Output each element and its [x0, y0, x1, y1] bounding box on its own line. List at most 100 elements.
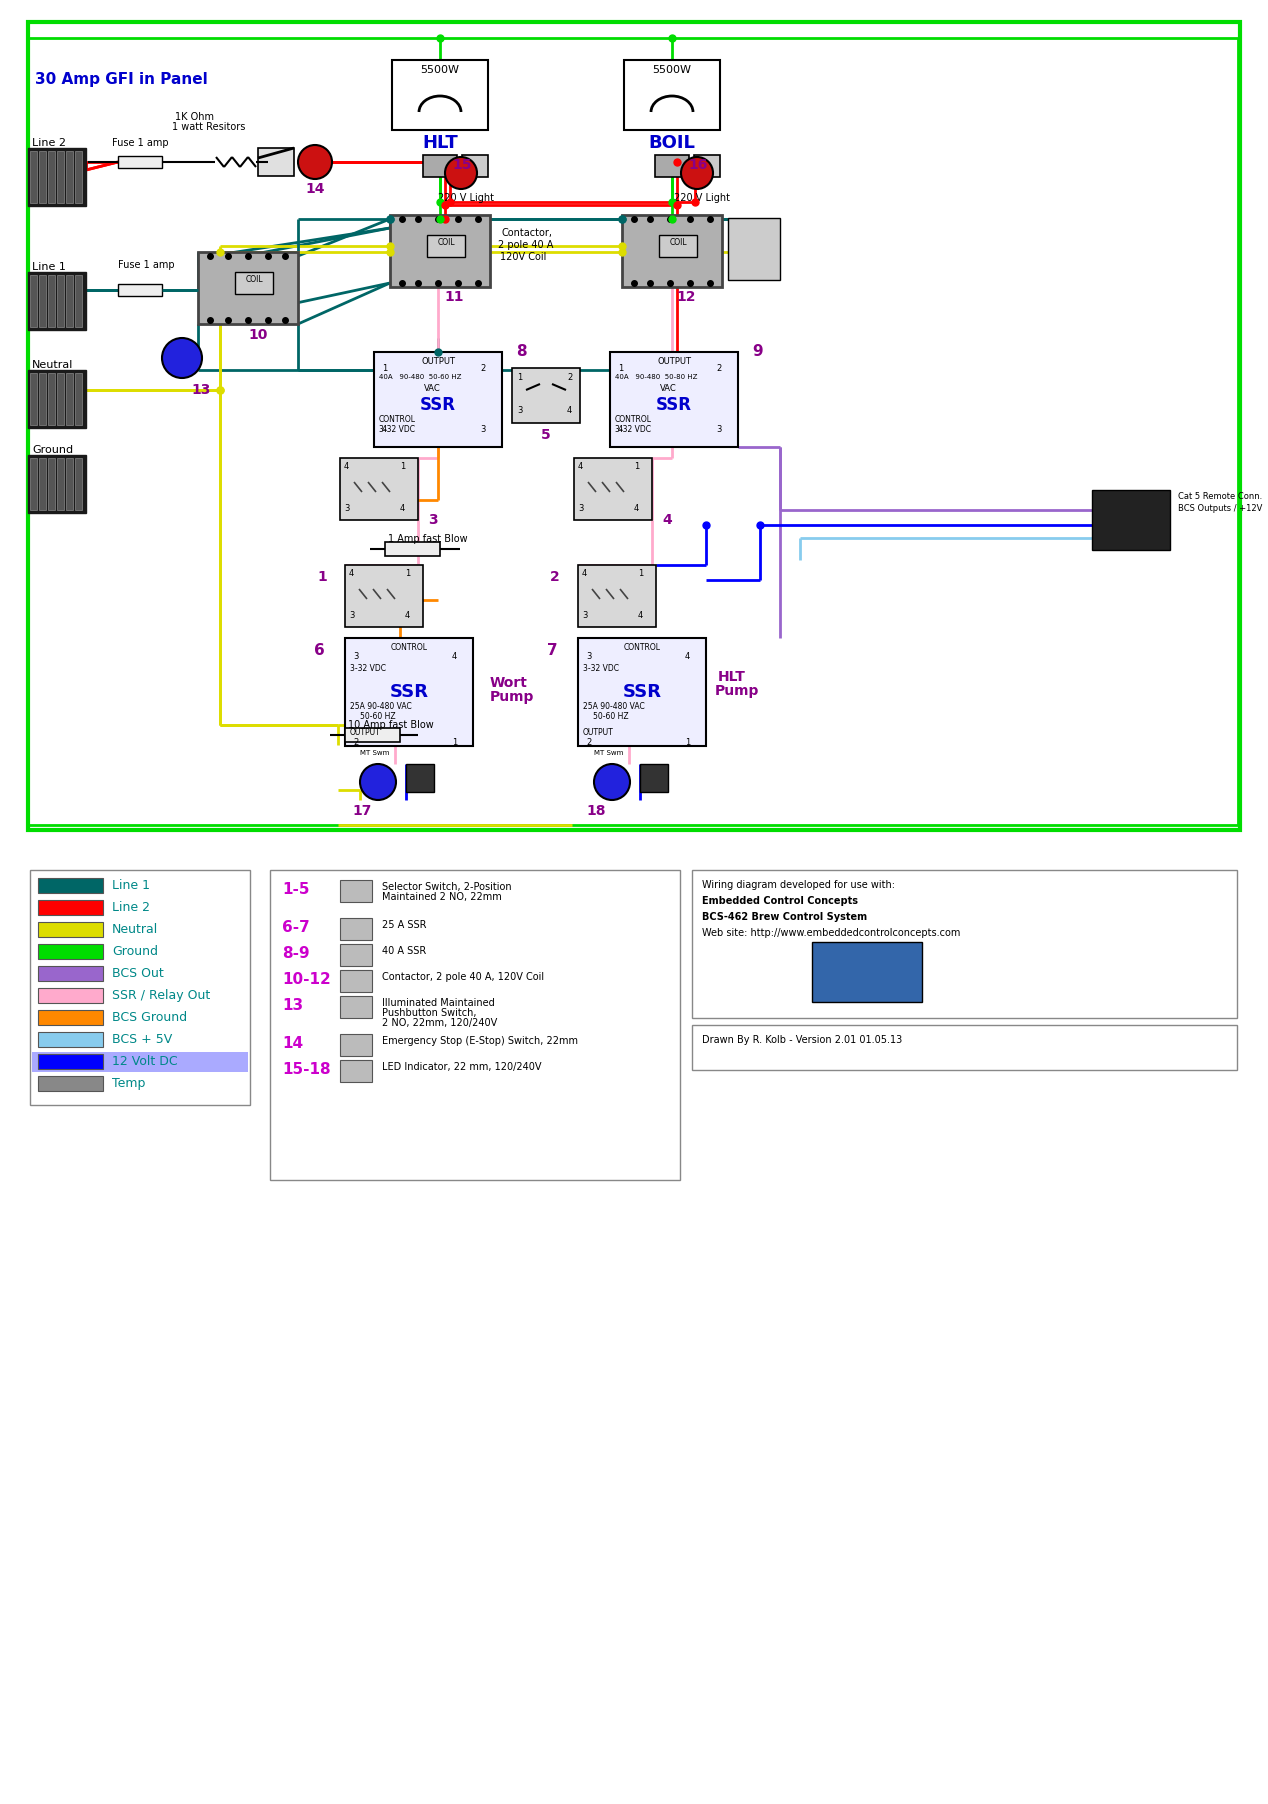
Text: 1: 1: [399, 462, 404, 471]
Text: 4: 4: [662, 512, 672, 527]
Text: 12 Volt DC: 12 Volt DC: [112, 1055, 178, 1068]
Text: 4: 4: [382, 426, 387, 435]
Text: 1 Amp fast Blow: 1 Amp fast Blow: [388, 534, 468, 545]
Text: VAC: VAC: [424, 384, 441, 393]
Bar: [38, 943, 103, 960]
Circle shape: [360, 765, 396, 799]
Text: 2: 2: [586, 738, 591, 747]
Bar: [270, 870, 680, 1180]
Bar: [75, 152, 82, 204]
Text: 4: 4: [578, 462, 583, 471]
Bar: [578, 565, 656, 628]
Text: Embedded Control Concepts: Embedded Control Concepts: [702, 897, 858, 906]
Bar: [38, 1010, 103, 1025]
Text: 1: 1: [638, 568, 643, 577]
Text: VAC: VAC: [661, 384, 677, 393]
Text: 3-32 VDC: 3-32 VDC: [583, 664, 619, 673]
Text: BCS Out: BCS Out: [112, 967, 164, 980]
Bar: [39, 458, 46, 511]
Bar: [578, 639, 706, 747]
Bar: [75, 373, 82, 426]
Text: 2: 2: [567, 373, 572, 382]
Bar: [623, 215, 721, 287]
Text: 3: 3: [578, 503, 583, 512]
Bar: [30, 373, 37, 426]
Bar: [28, 148, 86, 206]
Text: 14: 14: [306, 182, 325, 197]
Circle shape: [298, 144, 332, 179]
Text: 16: 16: [689, 159, 708, 171]
Bar: [610, 352, 738, 447]
Text: 220 V Light: 220 V Light: [437, 193, 495, 204]
Text: Pushbutton Switch,: Pushbutton Switch,: [382, 1008, 477, 1017]
Bar: [728, 218, 780, 280]
Bar: [659, 235, 697, 256]
Circle shape: [593, 765, 630, 799]
Text: MT Swm: MT Swm: [593, 750, 624, 756]
Text: 13: 13: [281, 998, 303, 1014]
Bar: [57, 152, 63, 204]
Text: OUTPUT: OUTPUT: [421, 357, 455, 366]
Text: 17: 17: [353, 805, 372, 817]
Bar: [39, 373, 46, 426]
Text: 25A 90-480 VAC: 25A 90-480 VAC: [350, 702, 412, 711]
Text: 10-12: 10-12: [281, 972, 331, 987]
Bar: [640, 765, 668, 792]
Text: 5500W: 5500W: [653, 65, 691, 76]
Text: 25 A SSR: 25 A SSR: [382, 920, 426, 931]
Bar: [30, 458, 37, 511]
Bar: [424, 155, 456, 177]
Bar: [574, 458, 652, 520]
Bar: [38, 989, 103, 1003]
Bar: [118, 155, 162, 168]
Bar: [340, 996, 372, 1017]
Text: Ground: Ground: [32, 446, 74, 455]
Text: 4: 4: [349, 568, 354, 577]
Text: Ground: Ground: [112, 945, 158, 958]
Text: 8: 8: [516, 345, 526, 359]
Bar: [39, 152, 46, 204]
Text: Pump: Pump: [489, 689, 534, 704]
Bar: [32, 1052, 249, 1072]
Text: BCS Ground: BCS Ground: [112, 1010, 188, 1025]
Bar: [57, 274, 63, 327]
Bar: [38, 922, 103, 936]
Text: 2: 2: [481, 364, 486, 373]
Text: 4: 4: [582, 568, 587, 577]
Text: 1K Ohm: 1K Ohm: [175, 112, 214, 123]
Text: Neutral: Neutral: [112, 924, 158, 936]
Text: 1-5: 1-5: [281, 882, 309, 897]
Text: Line 2: Line 2: [112, 900, 150, 915]
Text: 3: 3: [344, 503, 350, 512]
Text: 3-32 VDC: 3-32 VDC: [615, 426, 650, 435]
Text: SSR: SSR: [420, 397, 456, 413]
Text: 2: 2: [550, 570, 560, 584]
Text: 3: 3: [582, 612, 587, 621]
Text: BCS-462 Brew Control System: BCS-462 Brew Control System: [702, 913, 867, 922]
Text: OUTPUT: OUTPUT: [350, 729, 380, 738]
Bar: [340, 1061, 372, 1082]
Text: Wort: Wort: [489, 676, 527, 689]
Text: 1: 1: [618, 364, 624, 373]
Text: 12: 12: [676, 290, 696, 305]
Text: CONTROL: CONTROL: [615, 415, 652, 424]
Text: 4: 4: [404, 612, 410, 621]
Text: Web site: http://www.embeddedcontrolconcepts.com: Web site: http://www.embeddedcontrolconc…: [702, 927, 960, 938]
Bar: [462, 155, 488, 177]
Text: 3: 3: [429, 512, 437, 527]
Bar: [30, 870, 250, 1106]
Text: Wiring diagram developed for use with:: Wiring diagram developed for use with:: [702, 880, 895, 889]
Text: Emergency Stop (E-Stop) Switch, 22mm: Emergency Stop (E-Stop) Switch, 22mm: [382, 1035, 578, 1046]
Bar: [694, 155, 720, 177]
Text: Contactor,: Contactor,: [502, 227, 553, 238]
Text: 9: 9: [752, 345, 762, 359]
Text: 2 NO, 22mm, 120/240V: 2 NO, 22mm, 120/240V: [382, 1017, 497, 1028]
Bar: [38, 1032, 103, 1046]
Text: COIL: COIL: [437, 238, 455, 247]
Text: Fuse 1 amp: Fuse 1 amp: [112, 137, 169, 148]
Bar: [66, 458, 74, 511]
Text: Selector Switch, 2-Position: Selector Switch, 2-Position: [382, 882, 511, 891]
Text: 13: 13: [191, 382, 210, 397]
Text: 4: 4: [685, 651, 690, 660]
Text: Line 1: Line 1: [32, 262, 66, 272]
